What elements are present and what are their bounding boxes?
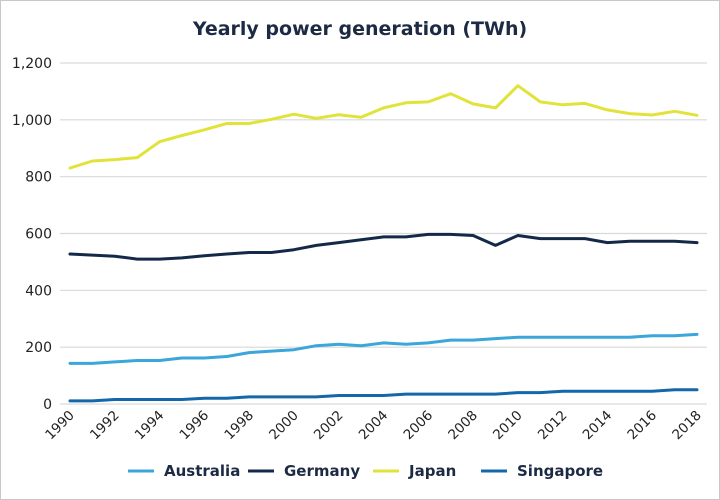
legend-label-singapore: Singapore <box>517 462 603 480</box>
x-axis-ticks: 1990 1992 1994 1996 1998 2000 2002 2004 2006 2008… <box>42 408 705 444</box>
x-tick-label: 2018 <box>669 408 705 444</box>
x-tick-label: 1998 <box>221 408 257 444</box>
gridlines <box>60 62 707 405</box>
x-tick-label: 2008 <box>445 408 481 444</box>
y-tick-label: 800 <box>25 170 52 186</box>
y-tick-label: 400 <box>25 283 52 299</box>
y-axis-ticks: 0 200 400 600 800 1,000 1,200 <box>12 56 52 413</box>
series-line-germany <box>68 232 699 261</box>
x-tick-label: 2012 <box>535 408 571 444</box>
chart-title: Yearly power generation (TWh) <box>192 18 527 40</box>
x-tick-label: 2016 <box>624 408 660 444</box>
series-lines <box>68 84 699 403</box>
y-tick-label: 1,000 <box>12 113 52 129</box>
y-tick-label: 1,200 <box>12 56 52 72</box>
x-tick-label: 2002 <box>311 408 347 444</box>
y-tick-label: 200 <box>25 340 52 356</box>
legend-label-japan: Japan <box>408 462 456 480</box>
series-line-australia <box>68 332 699 365</box>
series-line-singapore <box>68 388 699 403</box>
x-tick-label: 2014 <box>580 408 616 444</box>
x-tick-label: 2010 <box>490 408 526 444</box>
x-tick-label: 2000 <box>266 408 302 444</box>
x-tick-label: 1996 <box>177 408 213 444</box>
series-line-japan <box>68 84 699 170</box>
y-tick-label: 600 <box>25 227 52 243</box>
x-tick-label: 2004 <box>356 408 392 444</box>
x-tick-label: 2006 <box>401 408 437 444</box>
legend: Australia Germany Japan Singapore <box>128 462 603 480</box>
x-tick-label: 1992 <box>87 408 123 444</box>
x-tick-label: 1994 <box>132 408 168 444</box>
legend-label-australia: Australia <box>164 462 240 480</box>
y-tick-label: 0 <box>43 397 52 413</box>
legend-label-germany: Germany <box>284 462 360 480</box>
